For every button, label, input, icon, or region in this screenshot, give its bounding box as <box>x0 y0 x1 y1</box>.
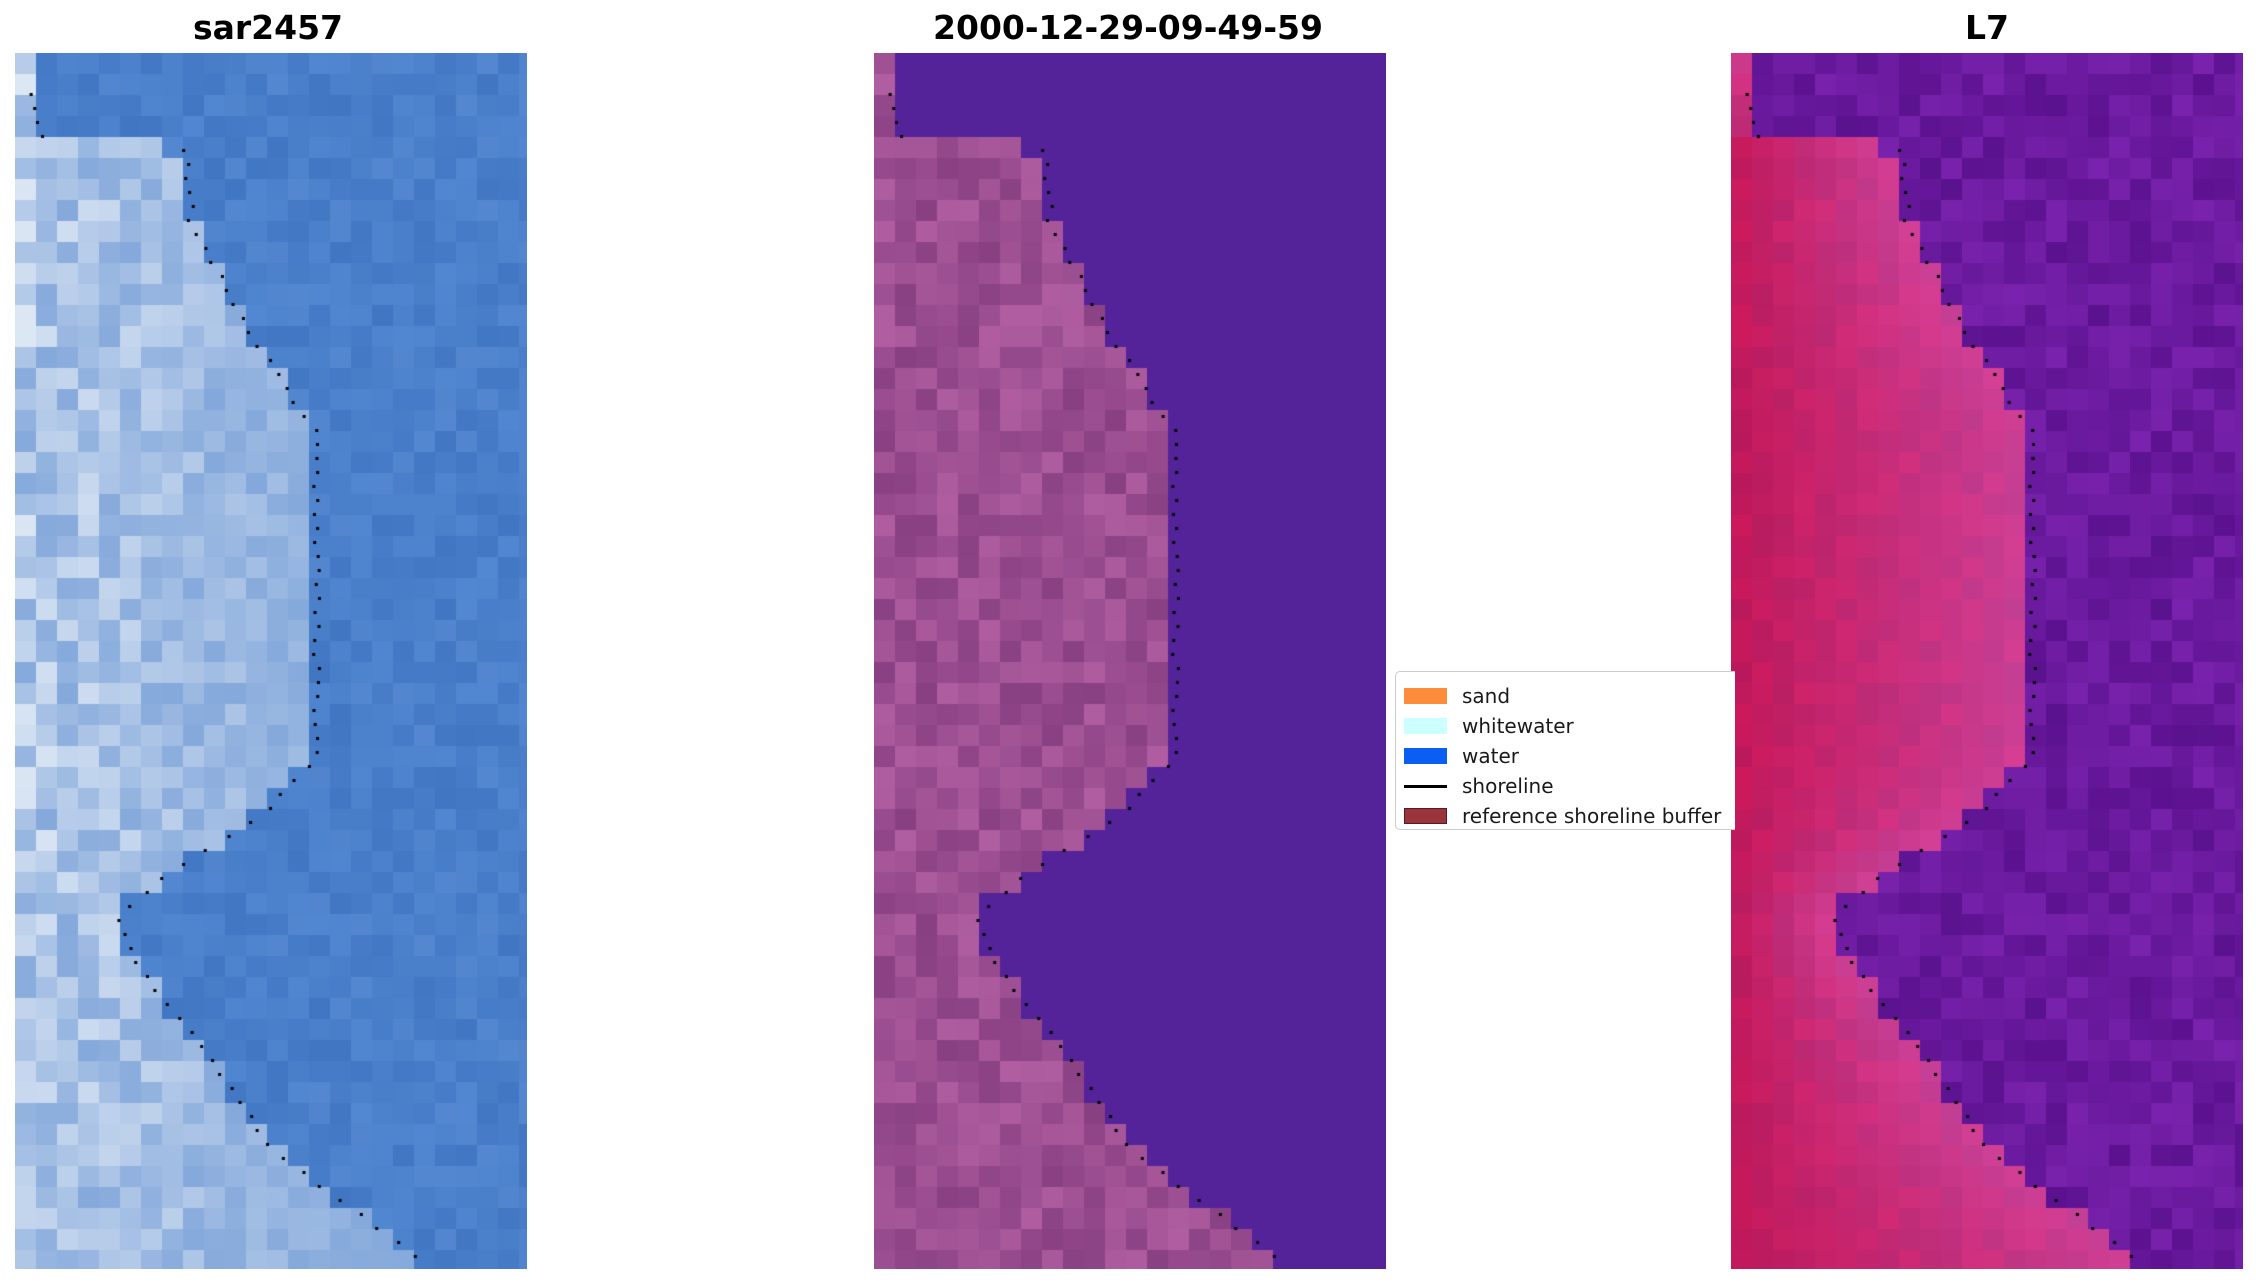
legend-label: sand <box>1462 684 1511 708</box>
sar-rgb-image <box>15 53 527 1269</box>
legend-item-reference-buffer: reference shoreline buffer <box>1404 801 1721 831</box>
legend-item-water: water <box>1404 741 1519 771</box>
legend-label: reference shoreline buffer <box>1462 804 1722 828</box>
reference-buffer-swatch <box>1404 808 1447 824</box>
panel-title-date: 2000-12-29-09-49-59 <box>933 8 1323 47</box>
whitewater-swatch <box>1404 718 1447 734</box>
legend-label: whitewater <box>1462 714 1574 738</box>
panel-title-l7: L7 <box>1965 8 2009 47</box>
shoreline-swatch <box>1404 784 1447 788</box>
legend: sand whitewater water shoreline referenc… <box>1395 671 1735 830</box>
legend-label: shoreline <box>1462 774 1554 798</box>
legend-item-shoreline: shoreline <box>1404 771 1554 801</box>
legend-item-sand: sand <box>1404 681 1510 711</box>
legend-item-whitewater: whitewater <box>1404 711 1574 741</box>
l7-index-image <box>1731 53 2243 1269</box>
sand-swatch <box>1404 688 1447 704</box>
water-swatch <box>1404 748 1447 764</box>
panel-title-sar: sar2457 <box>192 8 344 47</box>
legend-label: water <box>1462 744 1519 768</box>
classified-image <box>874 53 1386 1269</box>
